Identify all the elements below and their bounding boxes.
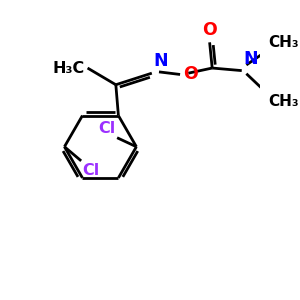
Text: N: N bbox=[243, 50, 258, 68]
Text: Cl: Cl bbox=[98, 122, 115, 136]
Text: O: O bbox=[183, 65, 198, 83]
Text: Cl: Cl bbox=[82, 163, 100, 178]
Text: CH₃: CH₃ bbox=[268, 35, 299, 50]
Text: N: N bbox=[153, 52, 168, 70]
Text: CH₃: CH₃ bbox=[268, 94, 299, 109]
Text: O: O bbox=[202, 21, 217, 39]
Text: H₃C: H₃C bbox=[53, 61, 85, 76]
